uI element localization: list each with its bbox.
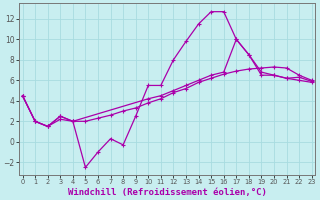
X-axis label: Windchill (Refroidissement éolien,°C): Windchill (Refroidissement éolien,°C) [68,188,267,197]
